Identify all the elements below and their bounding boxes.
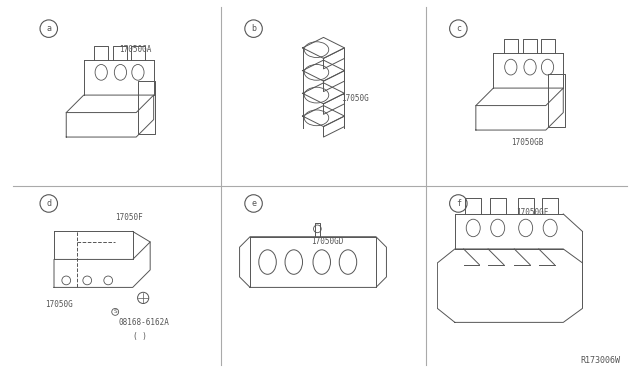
Text: f: f xyxy=(456,199,461,208)
Text: R173006W: R173006W xyxy=(581,356,621,365)
Text: ( ): ( ) xyxy=(132,332,147,341)
Text: c: c xyxy=(456,24,461,33)
Text: b: b xyxy=(251,24,256,33)
Text: 17050GB: 17050GB xyxy=(511,138,543,147)
Text: 08168-6162A: 08168-6162A xyxy=(118,318,170,327)
Text: a: a xyxy=(46,24,51,33)
Text: 17050GD: 17050GD xyxy=(311,237,344,246)
Text: 17050G: 17050G xyxy=(341,94,369,103)
Text: e: e xyxy=(251,199,256,208)
Text: 17050F: 17050F xyxy=(115,213,143,222)
Text: d: d xyxy=(46,199,51,208)
Text: 17050G: 17050G xyxy=(45,301,73,310)
Text: 17050GF: 17050GF xyxy=(516,208,548,217)
Text: 17050GA: 17050GA xyxy=(118,45,151,54)
Text: S: S xyxy=(113,310,117,314)
